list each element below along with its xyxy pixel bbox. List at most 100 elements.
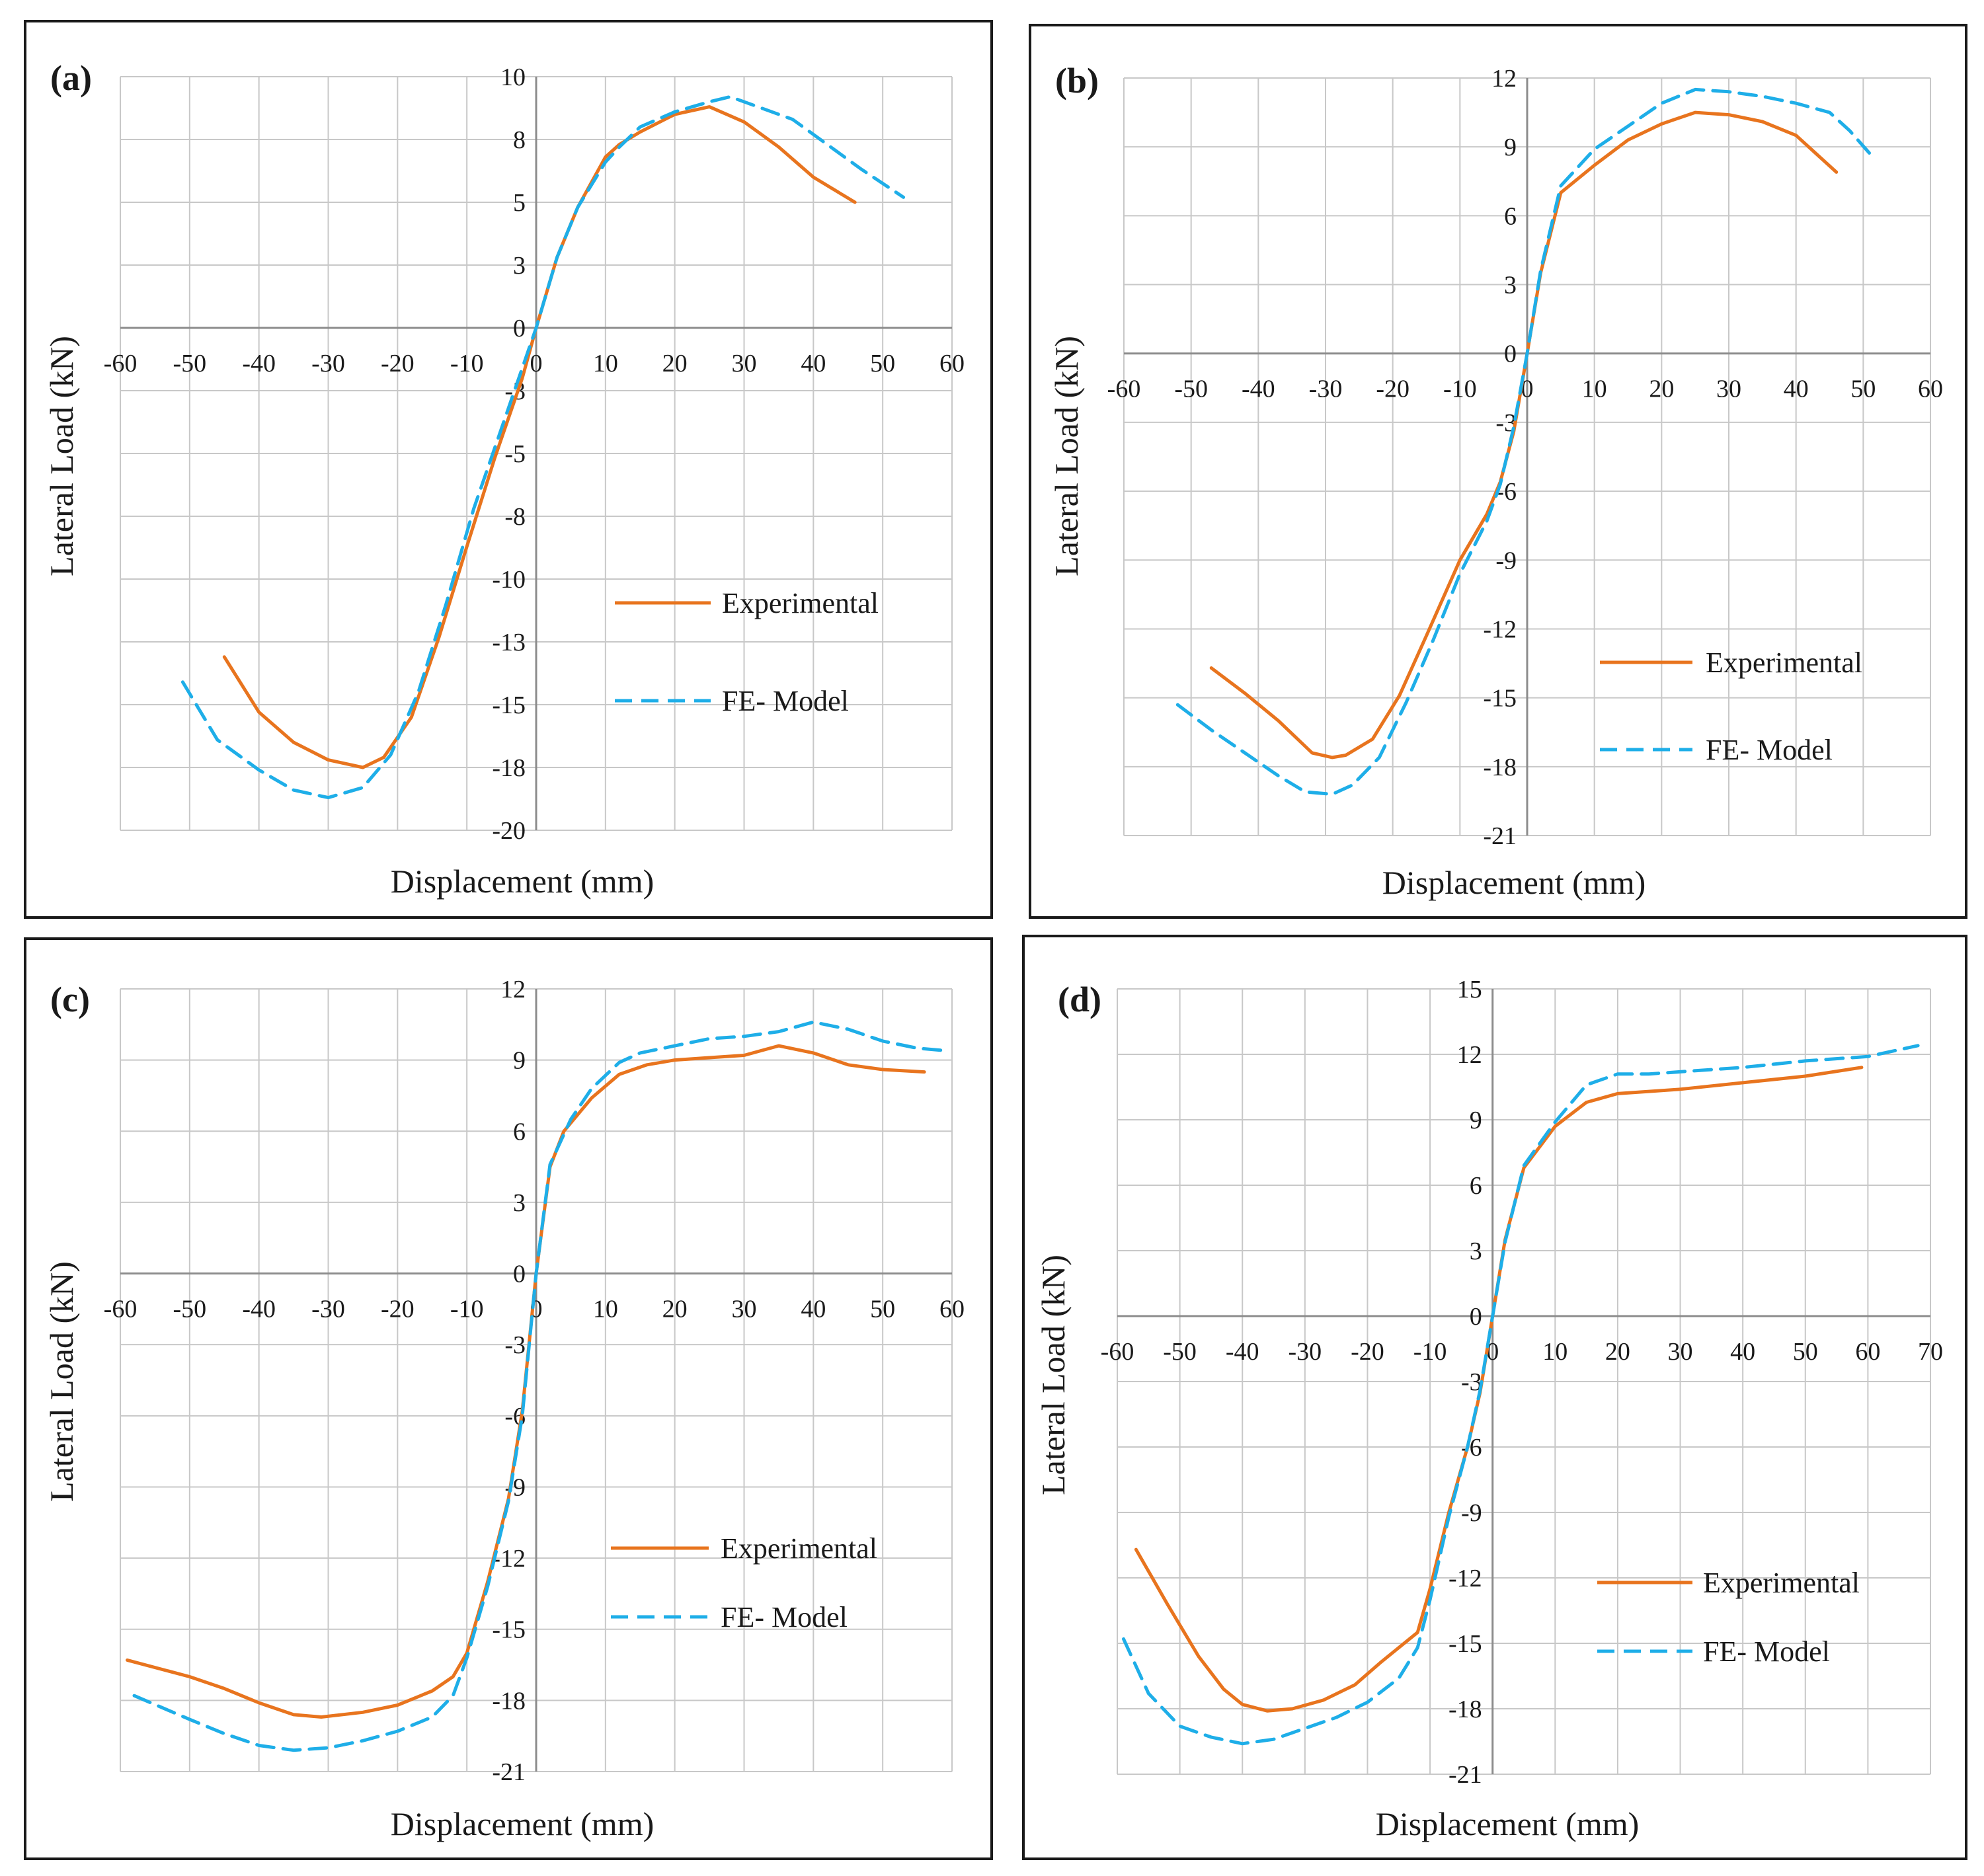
legend: Experimental FE- Model — [615, 587, 879, 717]
x-tick-label: -30 — [1309, 375, 1343, 403]
y-tick-label: 12 — [1457, 1041, 1482, 1069]
y-tick-label: 3 — [513, 252, 526, 280]
y-tick-label: 3 — [1470, 1237, 1482, 1265]
panel-c: (c) -60 -50 -40 -30 -20 -10 0 10 20 30 40 50 60 12 9 6 3… — [24, 937, 993, 1860]
x-tick-label: 10 — [593, 350, 618, 377]
fe-model-series-line — [1122, 1044, 1920, 1746]
x-tick-label: 30 — [1668, 1338, 1693, 1366]
x-tick-label: -10 — [1443, 375, 1477, 403]
x-tick-label: 0 — [530, 350, 543, 377]
y-tick-label: 0 — [1504, 340, 1517, 368]
y-tick-label: -20 — [492, 817, 526, 845]
x-tick-label: -30 — [1289, 1338, 1322, 1366]
x-tick-label: -20 — [1376, 375, 1409, 403]
x-tick-label: 40 — [1784, 375, 1809, 403]
y-tick-label: 0 — [513, 1261, 526, 1288]
plot-area: -60 -50 -40 -30 -20 -10 0 10 20 30 40 50 60 70 15 12 9 6 3… — [1101, 976, 1943, 1789]
legend-experimental-label: Experimental — [722, 587, 879, 619]
fe-model-series-line — [180, 95, 906, 800]
y-tick-label: 0 — [1470, 1303, 1482, 1331]
y-tick-label: -12 — [1448, 1565, 1482, 1592]
x-tick-label: 40 — [801, 1296, 826, 1323]
panel-label: (c) — [50, 980, 90, 1019]
x-tick-label: -60 — [104, 1296, 138, 1323]
plot-area: -60 -50 -40 -30 -20 -10 0 10 20 30 40 50 60108530-3-… — [104, 63, 965, 845]
x-tick-label: -40 — [242, 1296, 276, 1323]
x-tick-label: -30 — [311, 350, 345, 377]
plot-area: -60 -50 -40 -30 -20 -10 0 10 20 30 40 50 60129630-3-… — [104, 976, 965, 1786]
x-tick-label: 60 — [1918, 375, 1943, 403]
legend-fe-model-label: FE- Model — [721, 1601, 848, 1633]
x-tick-label: 50 — [1793, 1338, 1818, 1366]
x-tick-label: -60 — [1101, 1338, 1134, 1366]
legend: Experimental FE- Model — [611, 1532, 877, 1633]
panel-label: (b) — [1055, 61, 1099, 100]
x-tick-label: 50 — [1850, 375, 1876, 403]
panel-label: (a) — [50, 58, 92, 98]
x-tick-label: -10 — [1413, 1338, 1447, 1366]
x-tick-label: 30 — [732, 1296, 757, 1323]
panel-label: (d) — [1058, 980, 1101, 1019]
x-tick-label: 50 — [870, 1296, 895, 1323]
y-tick-label: 5 — [513, 189, 526, 217]
panel-frame — [24, 937, 993, 1860]
x-tick-label: 60 — [939, 350, 965, 377]
x-tick-label: 10 — [1542, 1338, 1567, 1366]
x-axis-title: Displacement (mm) — [391, 863, 655, 900]
y-tick-label: 6 — [513, 1118, 526, 1146]
y-axis-title: Lateral Load (kN) — [43, 1261, 80, 1502]
x-tick-label: -20 — [381, 1296, 415, 1323]
x-tick-label: 10 — [1582, 375, 1607, 403]
x-tick-label: -40 — [1226, 1338, 1259, 1366]
x-tick-label: 40 — [801, 350, 826, 377]
y-axis-title: Lateral Load (kN) — [1048, 336, 1085, 576]
x-tick-label: 20 — [662, 350, 688, 377]
y-tick-label: -18 — [492, 1687, 526, 1715]
y-tick-label: -9 — [1495, 547, 1517, 574]
x-tick-label: 50 — [870, 350, 895, 377]
y-tick-label: 9 — [1470, 1107, 1482, 1134]
y-tick-label: 12 — [1491, 65, 1517, 93]
x-axis-title: Displacement (mm) — [1382, 864, 1646, 901]
x-tick-label: 70 — [1918, 1338, 1943, 1366]
x-tick-label: 30 — [1716, 375, 1741, 403]
y-tick-label: 9 — [1504, 134, 1517, 161]
x-tick-label: -60 — [1107, 375, 1141, 403]
y-tick-label: -12 — [492, 1545, 526, 1573]
y-tick-label: -21 — [1483, 822, 1517, 850]
panel-frame — [1029, 24, 1967, 919]
legend-experimental-label: Experimental — [1703, 1567, 1860, 1599]
x-tick-label: -50 — [1163, 1338, 1197, 1366]
x-tick-label: -40 — [242, 350, 276, 377]
x-tick-label: 30 — [732, 350, 757, 377]
y-tick-label: -15 — [1483, 685, 1517, 713]
y-tick-label: -15 — [1448, 1630, 1482, 1658]
y-tick-label: 15 — [1457, 976, 1482, 1003]
plot-area: -60 -50 -40 -30 -20 -10 0 10 20 30 40 50 60129630-3-… — [1107, 65, 1943, 850]
y-tick-label: -21 — [1448, 1761, 1482, 1789]
legend-fe-model-label: FE- Model — [722, 685, 849, 717]
y-tick-label: -15 — [492, 691, 526, 719]
legend: Experimental FE- Model — [1600, 646, 1862, 766]
y-axis-title: Lateral Load (kN) — [43, 336, 80, 576]
y-tick-label: -18 — [1448, 1696, 1482, 1723]
y-tick-label: 12 — [500, 976, 526, 1003]
x-tick-label: 0 — [1521, 375, 1534, 403]
y-tick-label: -21 — [492, 1758, 526, 1786]
y-tick-label: -9 — [1461, 1499, 1482, 1527]
legend-experimental-label: Experimental — [721, 1532, 877, 1565]
x-tick-label: -60 — [104, 350, 138, 377]
fe-model-series-line — [132, 1020, 947, 1752]
x-tick-label: -40 — [1242, 375, 1275, 403]
y-tick-label: -18 — [1483, 754, 1517, 781]
panel-frame — [1022, 935, 1967, 1860]
y-tick-label: 6 — [1504, 202, 1517, 230]
x-axis-title: Displacement (mm) — [391, 1805, 655, 1842]
x-tick-label: 40 — [1730, 1338, 1755, 1366]
y-tick-label: -12 — [1483, 615, 1517, 643]
x-tick-label: 60 — [939, 1296, 965, 1323]
x-tick-label: 10 — [593, 1296, 618, 1323]
y-tick-label: -10 — [492, 566, 526, 594]
panel-frame — [24, 20, 993, 919]
